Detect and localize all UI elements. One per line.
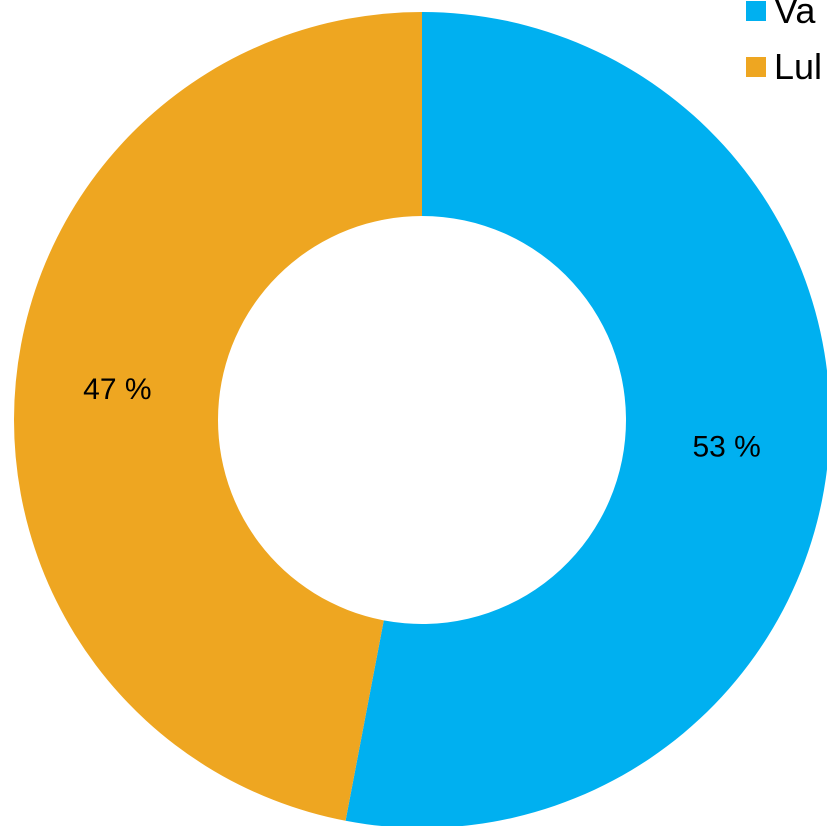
legend-swatch-lul xyxy=(746,57,766,77)
legend-item-va: Va xyxy=(746,0,822,36)
legend-label-va: Va xyxy=(774,0,816,31)
slice-labels: 53 % 47 % xyxy=(83,373,761,464)
donut-slice-va xyxy=(345,12,827,826)
donut-slice-lul xyxy=(14,12,423,821)
legend-swatch-va xyxy=(746,1,766,21)
legend-item-lul: Lul xyxy=(746,42,822,92)
legend: Va Lul xyxy=(746,0,822,98)
slice-label-va: 53 % xyxy=(692,431,760,464)
legend-label-lul: Lul xyxy=(774,46,823,87)
donut-slices xyxy=(14,12,827,826)
slice-label-lul: 47 % xyxy=(83,373,151,406)
